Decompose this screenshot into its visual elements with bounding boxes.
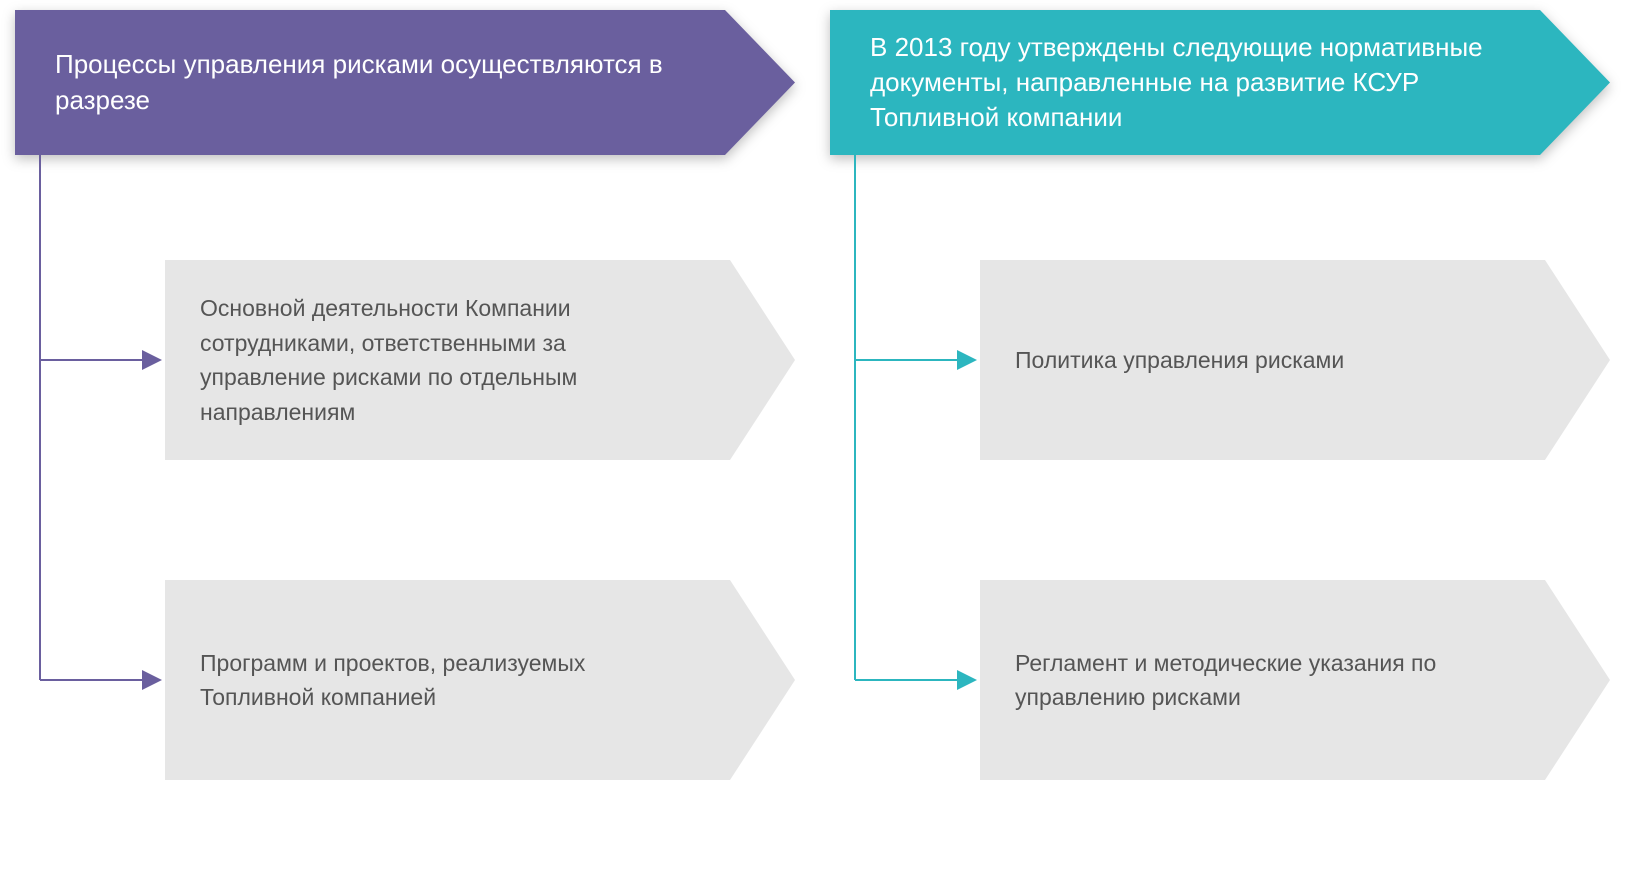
- child-text-right-1: Регламент и методические указания по упр…: [1015, 646, 1500, 715]
- child-box-right-1: Регламент и методические указания по упр…: [980, 580, 1610, 780]
- header-wrap-right: В 2013 году утверждены следующие нормати…: [830, 10, 1610, 155]
- child-text-left-0: Основной деятельности Компании сотрудник…: [200, 291, 685, 429]
- column-left: Процессы управления рисками осуществляют…: [15, 10, 795, 155]
- child-box-left-0: Основной деятельности Компании сотрудник…: [165, 260, 795, 460]
- child-text-left-1: Программ и проектов, реализуемых Топливн…: [200, 646, 685, 715]
- header-text-left: Процессы управления рисками осуществляют…: [55, 47, 685, 117]
- child-box-right-0: Политика управления рисками: [980, 260, 1610, 460]
- header-arrow-left: Процессы управления рисками осуществляют…: [15, 10, 795, 155]
- child-box-left-1: Программ и проектов, реализуемых Топливн…: [165, 580, 795, 780]
- column-right: В 2013 году утверждены следующие нормати…: [830, 10, 1610, 155]
- child-text-right-0: Политика управления рисками: [1015, 343, 1344, 378]
- header-text-right: В 2013 году утверждены следующие нормати…: [870, 30, 1500, 135]
- header-wrap-left: Процессы управления рисками осуществляют…: [15, 10, 795, 155]
- header-arrow-right: В 2013 году утверждены следующие нормати…: [830, 10, 1610, 155]
